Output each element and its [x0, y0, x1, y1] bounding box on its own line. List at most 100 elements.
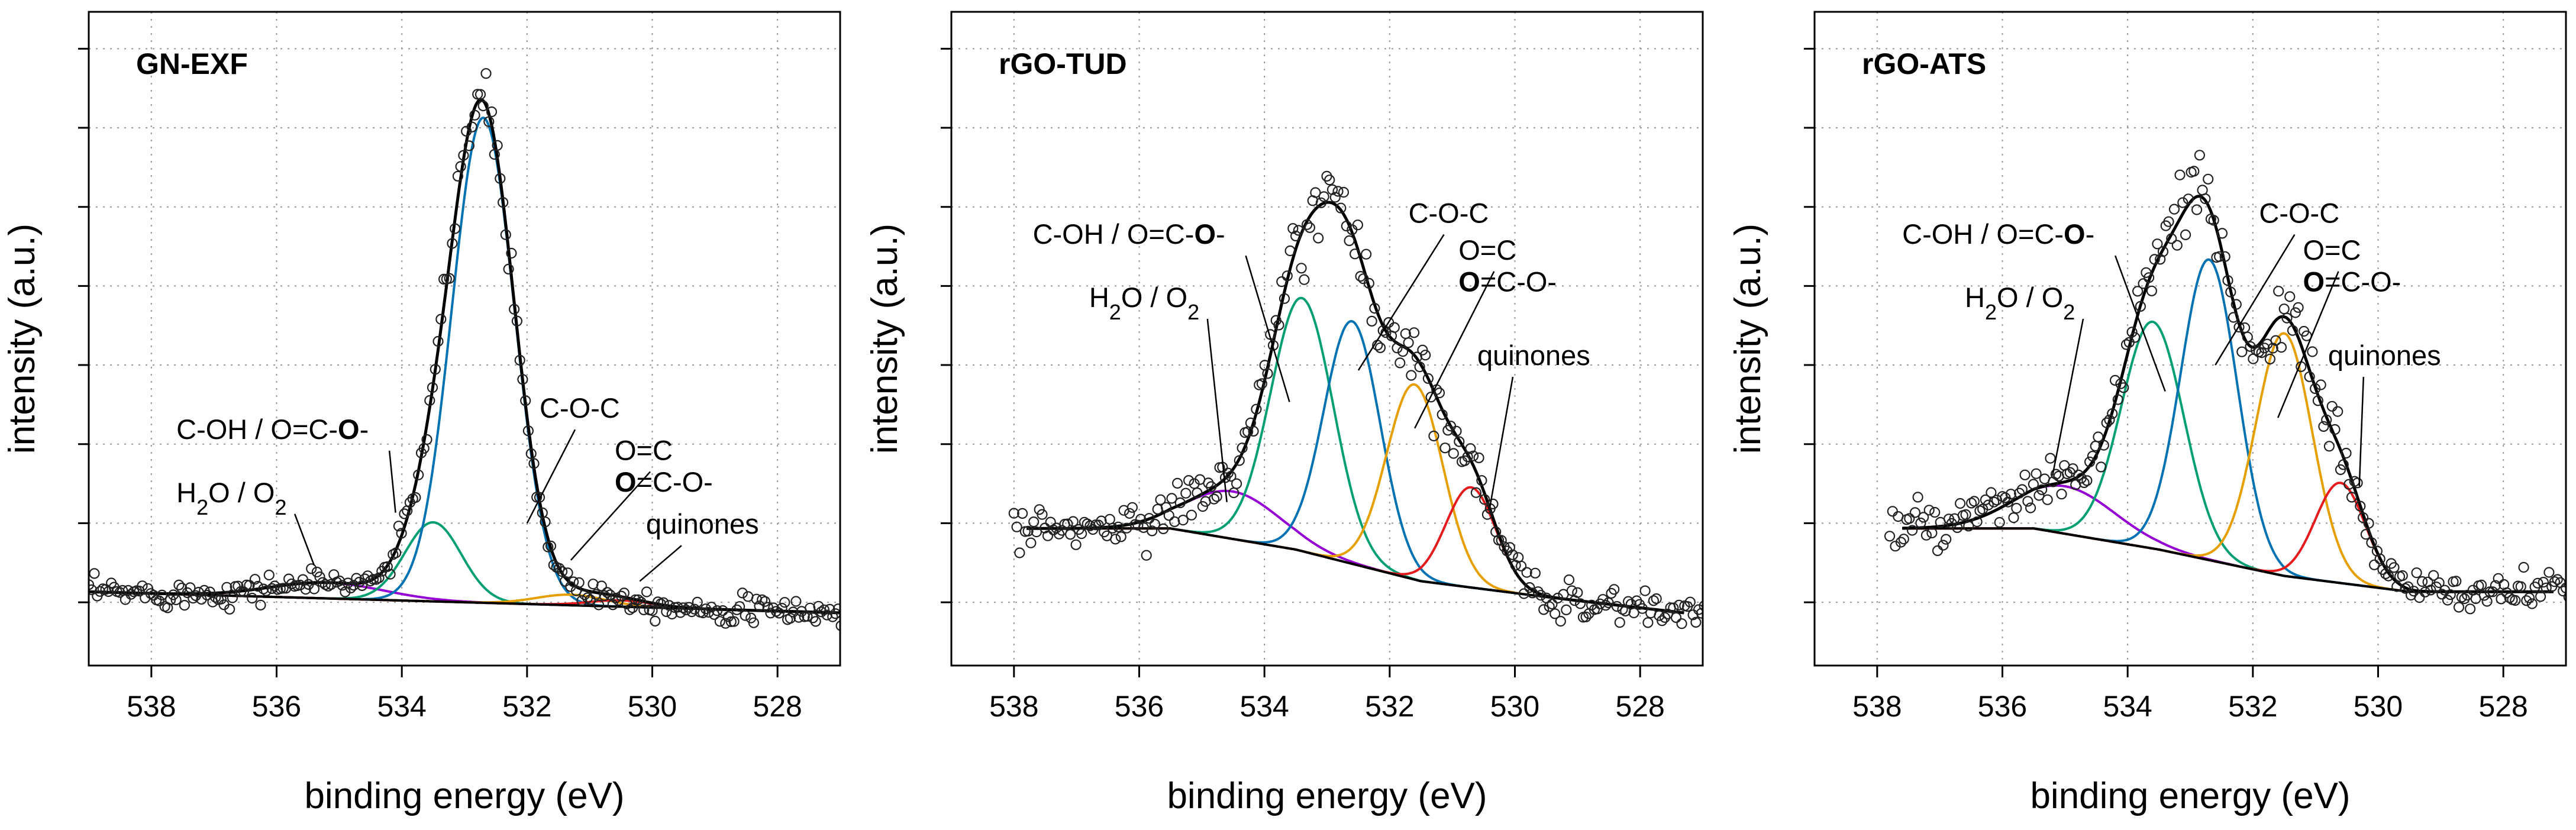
data-point	[430, 364, 441, 375]
data-point	[1468, 450, 1479, 461]
data-point	[227, 592, 238, 603]
data-point	[185, 582, 196, 593]
data-point	[1923, 505, 1935, 516]
data-point	[1487, 498, 1499, 510]
data-point	[1971, 516, 1983, 528]
data-point	[2129, 332, 2141, 343]
data-point	[1287, 223, 1299, 234]
annotation-label: C-O-C	[2259, 197, 2339, 228]
data-point	[393, 521, 405, 532]
data-point	[2233, 321, 2245, 333]
data-point	[1076, 528, 1087, 540]
data-point	[661, 606, 672, 618]
data-point	[1028, 516, 1040, 528]
data-point	[2304, 371, 2315, 382]
data-point	[1192, 487, 1203, 499]
data-point	[1389, 322, 1400, 333]
data-point	[2493, 573, 2504, 584]
data-point	[2101, 417, 2112, 428]
annotation-leader	[639, 545, 682, 582]
data-point	[638, 604, 650, 616]
data-point	[1448, 448, 1459, 459]
data-point	[2515, 581, 2526, 592]
data-point	[1479, 494, 1490, 505]
data-point	[1994, 516, 2005, 528]
data-point	[89, 568, 100, 579]
data-point	[2045, 453, 2056, 464]
data-point	[2203, 173, 2214, 185]
annotation-leader	[388, 450, 396, 513]
y-axis-title: intensity (a.u.)	[2, 224, 43, 454]
data-point	[1369, 302, 1380, 314]
data-point	[650, 615, 661, 627]
data-point	[1296, 263, 1307, 274]
panel-gn-exf: 538 536 534 532 530 528 binding energy (eV) int…	[2, 11, 841, 816]
data-point	[2284, 291, 2296, 302]
data-point	[2360, 529, 2371, 540]
data-point	[385, 569, 396, 580]
data-point	[1062, 518, 1073, 529]
data-point	[2543, 567, 2555, 578]
data-point	[1403, 337, 1414, 348]
data-point	[1299, 274, 1310, 285]
data-point	[2177, 197, 2188, 208]
data-point	[2408, 586, 2419, 597]
data-point	[590, 589, 602, 600]
data-point	[455, 161, 466, 172]
x-tick-label: 528	[753, 690, 802, 723]
data-point	[2222, 275, 2233, 286]
x-tick-label: 530	[628, 690, 677, 723]
data-point	[2146, 285, 2157, 296]
data-point	[2352, 477, 2363, 489]
data-point	[1279, 293, 1290, 304]
panel-rgo-tud: 538 536 534 532 530 528 binding energy (eV) int…	[864, 11, 1704, 816]
data-point	[2315, 379, 2326, 390]
data-point	[215, 593, 227, 605]
data-point	[1115, 531, 1126, 542]
data-point	[2310, 383, 2321, 395]
data-point	[438, 273, 450, 285]
annotation-label: O=C	[2303, 234, 2361, 266]
data-point	[1293, 225, 1304, 236]
data-point	[2245, 341, 2256, 352]
data-point	[2341, 447, 2352, 459]
data-point	[2549, 576, 2560, 587]
data-point	[1377, 325, 1389, 336]
data-point	[1670, 612, 1682, 624]
data-point	[692, 596, 703, 608]
annotation-label: C-OH / O=C-O-	[176, 414, 369, 445]
data-point	[1124, 508, 1135, 519]
data-point	[1409, 327, 1420, 338]
data-point	[2081, 475, 2093, 486]
data-point	[2281, 312, 2293, 324]
x-tick-label: 532	[2228, 690, 2277, 723]
data-point	[1532, 586, 1544, 598]
data-point	[1234, 455, 1245, 466]
data-point	[224, 603, 235, 615]
data-point	[474, 89, 486, 100]
data-point	[734, 601, 745, 612]
data-point	[2225, 286, 2236, 298]
data-point	[469, 109, 480, 121]
annotation-label: O=C-O-	[1458, 266, 1557, 297]
data-point	[1668, 602, 1679, 613]
background-line	[1902, 527, 2554, 593]
data-point	[1267, 340, 1279, 351]
annotation-leader	[1206, 318, 1228, 502]
data-point	[1406, 370, 1417, 381]
component-quinones	[1902, 482, 2554, 593]
data-point	[1938, 540, 1949, 551]
data-point	[511, 315, 523, 327]
data-point	[1166, 493, 1177, 504]
annotation-label: quinones	[2328, 340, 2441, 371]
envelope-line	[1026, 201, 1684, 615]
data-point	[1016, 508, 1028, 519]
data-point	[2433, 577, 2445, 589]
data-point	[1516, 560, 1527, 571]
data-point	[2230, 299, 2242, 310]
data-point	[1361, 248, 1372, 260]
data-point	[1149, 518, 1161, 530]
data-point	[170, 594, 182, 606]
data-point	[1986, 487, 1997, 498]
data-point	[89, 579, 95, 590]
